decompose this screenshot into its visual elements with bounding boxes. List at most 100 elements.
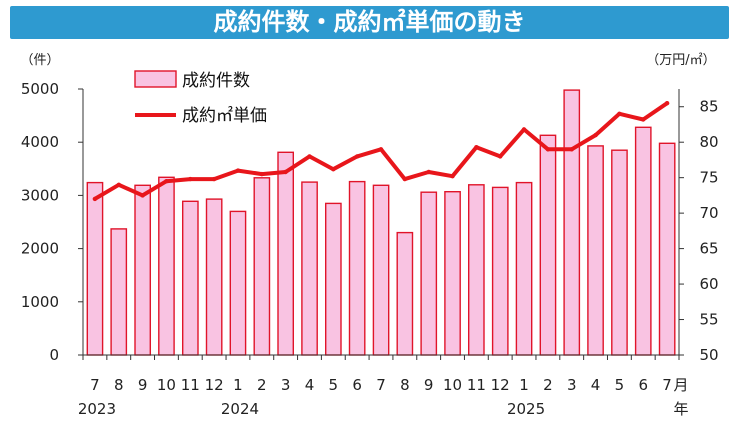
x-tick-label-21: 4 (591, 376, 601, 394)
price-point-16 (474, 145, 479, 150)
x-tick-label-0: 7 (90, 376, 100, 394)
bar-16 (468, 184, 485, 356)
x-tick-label-12: 7 (376, 376, 386, 394)
legend-bar-swatch (134, 70, 177, 88)
x-tick-label-20: 3 (567, 376, 577, 394)
bar-8 (277, 151, 295, 356)
bar-10 (325, 202, 342, 356)
bar-5 (205, 198, 223, 356)
chart-title: 成約件数・成約㎡単価の動き (213, 8, 526, 36)
price-point-24 (664, 101, 670, 106)
bar-4 (181, 200, 199, 356)
x-tick-label-4: 11 (181, 376, 200, 394)
price-point-10 (331, 167, 336, 172)
right-tick-label-1: 55 (699, 311, 718, 329)
left-tick-label-5: 5000 (21, 80, 59, 98)
x-tick-label-22: 5 (615, 376, 625, 394)
bar-11 (348, 180, 366, 356)
bar-0 (86, 181, 104, 356)
price-point-4 (188, 176, 193, 182)
x-tick-label-17: 12 (491, 376, 510, 394)
bar-20 (563, 89, 581, 356)
price-point-17 (498, 154, 503, 159)
x-tick-label-11: 6 (352, 376, 362, 394)
price-point-11 (355, 154, 360, 159)
price-point-2 (140, 193, 145, 198)
right-tick-label-7: 85 (699, 98, 718, 116)
price-point-12 (378, 147, 384, 152)
bar-15 (444, 190, 461, 356)
x-tick-label-3: 10 (157, 376, 176, 394)
left-tick-label-0: 0 (49, 346, 59, 364)
bar-6 (229, 210, 247, 356)
bar-13 (396, 231, 414, 356)
price-point-13 (402, 176, 407, 182)
right-tick-label-6: 80 (699, 133, 718, 151)
bar-22 (611, 149, 628, 356)
left-tick-label-1: 1000 (21, 293, 59, 311)
legend-line-label: 成約㎡単価 (182, 106, 267, 126)
x-tick-label-16: 11 (467, 376, 486, 394)
price-point-0 (92, 196, 98, 202)
x-tick-label-15: 10 (443, 376, 462, 394)
right-tick-label-2: 60 (699, 275, 718, 293)
x-tick-label-2: 9 (138, 376, 148, 394)
price-point-1 (116, 182, 122, 187)
x-tick-label-8: 3 (281, 376, 291, 394)
price-point-9 (307, 154, 312, 159)
price-point-21 (593, 132, 598, 138)
left-tick-label-4: 4000 (21, 133, 59, 151)
price-point-8 (283, 169, 288, 175)
x-tick-label-7: 2 (257, 376, 267, 394)
bar-3 (158, 176, 175, 356)
bar-23 (634, 126, 652, 356)
year-label-0: 2023 (78, 400, 116, 418)
x-tick-label-14: 9 (424, 376, 434, 394)
month-suffix-label: 月 (673, 376, 688, 394)
price-point-18 (521, 127, 527, 132)
price-point-3 (164, 179, 169, 184)
price-point-5 (211, 176, 217, 182)
bar-12 (372, 184, 390, 356)
price-point-20 (569, 147, 574, 152)
price-point-15 (450, 174, 455, 179)
title-bar: 成約件数・成約㎡単価の動き (10, 6, 729, 39)
bar-17 (491, 186, 509, 356)
year-suffix-label: 年 (673, 400, 688, 418)
bar-21 (587, 145, 604, 356)
left-tick-label-3: 3000 (21, 186, 59, 204)
x-tick-label-9: 4 (305, 376, 315, 394)
right-tick-label-4: 70 (699, 204, 718, 222)
x-tick-label-5: 12 (205, 376, 224, 394)
bar-14 (420, 191, 438, 356)
bar-9 (301, 181, 318, 356)
x-tick-label-10: 5 (329, 376, 339, 394)
x-tick-label-19: 2 (543, 376, 553, 394)
bar-19 (539, 134, 557, 356)
price-point-22 (617, 111, 622, 117)
bar-1 (110, 228, 128, 356)
right-axis-unit: （万円/㎡） (646, 53, 715, 68)
legend-bar-label: 成約件数 (182, 71, 250, 91)
bar-24 (658, 142, 676, 356)
right-tick-label-3: 65 (699, 240, 718, 258)
left-tick-label-2: 2000 (21, 240, 59, 258)
x-tick-label-13: 8 (400, 376, 410, 394)
x-tick-label-23: 6 (638, 376, 648, 394)
left-axis-unit: （件） (20, 53, 59, 68)
year-label-2: 2025 (507, 400, 545, 418)
price-point-19 (545, 147, 551, 152)
x-tick-label-6: 1 (233, 376, 243, 394)
right-tick-label-0: 50 (699, 346, 718, 364)
x-tick-label-18: 1 (519, 376, 529, 394)
price-point-14 (426, 169, 431, 175)
bar-2 (134, 184, 152, 356)
year-label-1: 2024 (221, 400, 259, 418)
price-point-6 (235, 168, 241, 173)
price-point-7 (259, 171, 264, 177)
bar-7 (253, 177, 271, 356)
x-tick-label-24: 7 (662, 376, 672, 394)
right-tick-label-5: 75 (699, 169, 718, 187)
bar-18 (515, 181, 533, 356)
